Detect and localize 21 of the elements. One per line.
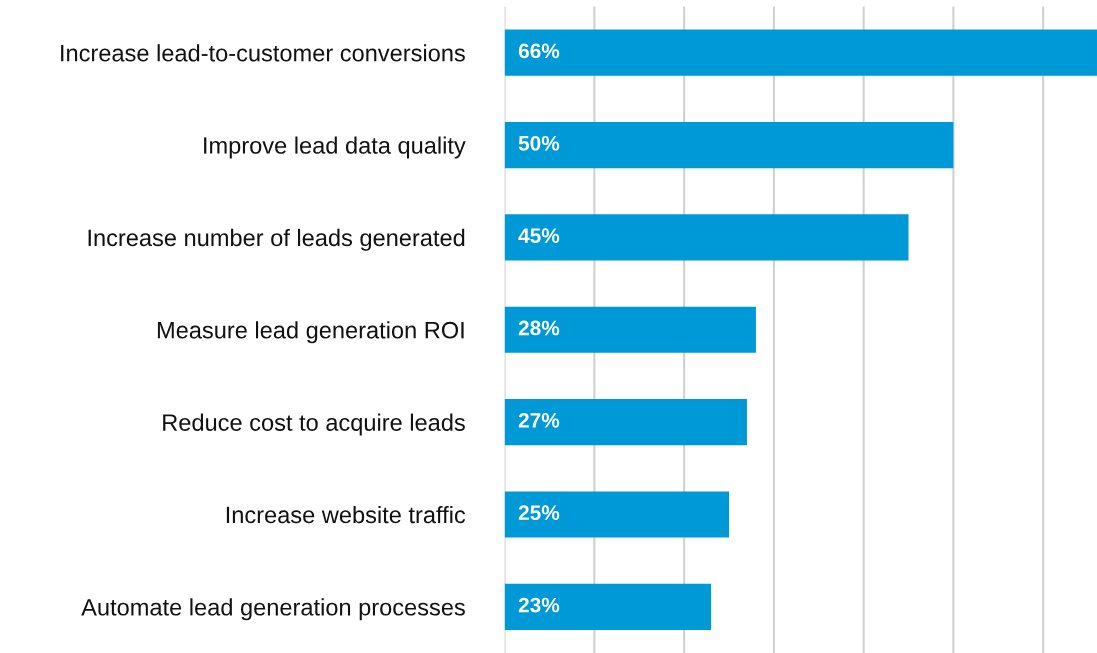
- data-label: 66%: [518, 43, 560, 59]
- bar: [504, 29, 1097, 76]
- y-tick-label: Increase lead-to-customer conversions: [61, 44, 465, 62]
- y-tick-label: Increase number of leads generated: [88, 228, 465, 251]
- data-label: 27%: [518, 412, 560, 428]
- bar: [504, 491, 730, 538]
- data-label: 23%: [518, 597, 560, 613]
- data-label: 45%: [518, 228, 560, 243]
- y-tick-label: Automate lead generation processes: [81, 598, 465, 621]
- y-tick-label: Improve lead data quality: [204, 136, 466, 159]
- bar: [504, 583, 712, 630]
- bar: [504, 121, 954, 169]
- y-tick-label: Increase website traffic: [226, 505, 466, 524]
- data-label: 28%: [518, 320, 560, 336]
- bar: [504, 399, 747, 446]
- data-label: 25%: [518, 505, 560, 521]
- bar: [504, 306, 756, 353]
- data-label: 50%: [518, 135, 560, 151]
- y-tick-label: Reduce cost to acquire leads: [163, 413, 465, 436]
- bar: [504, 214, 909, 261]
- y-tick-label: Measure lead generation ROI: [157, 321, 464, 344]
